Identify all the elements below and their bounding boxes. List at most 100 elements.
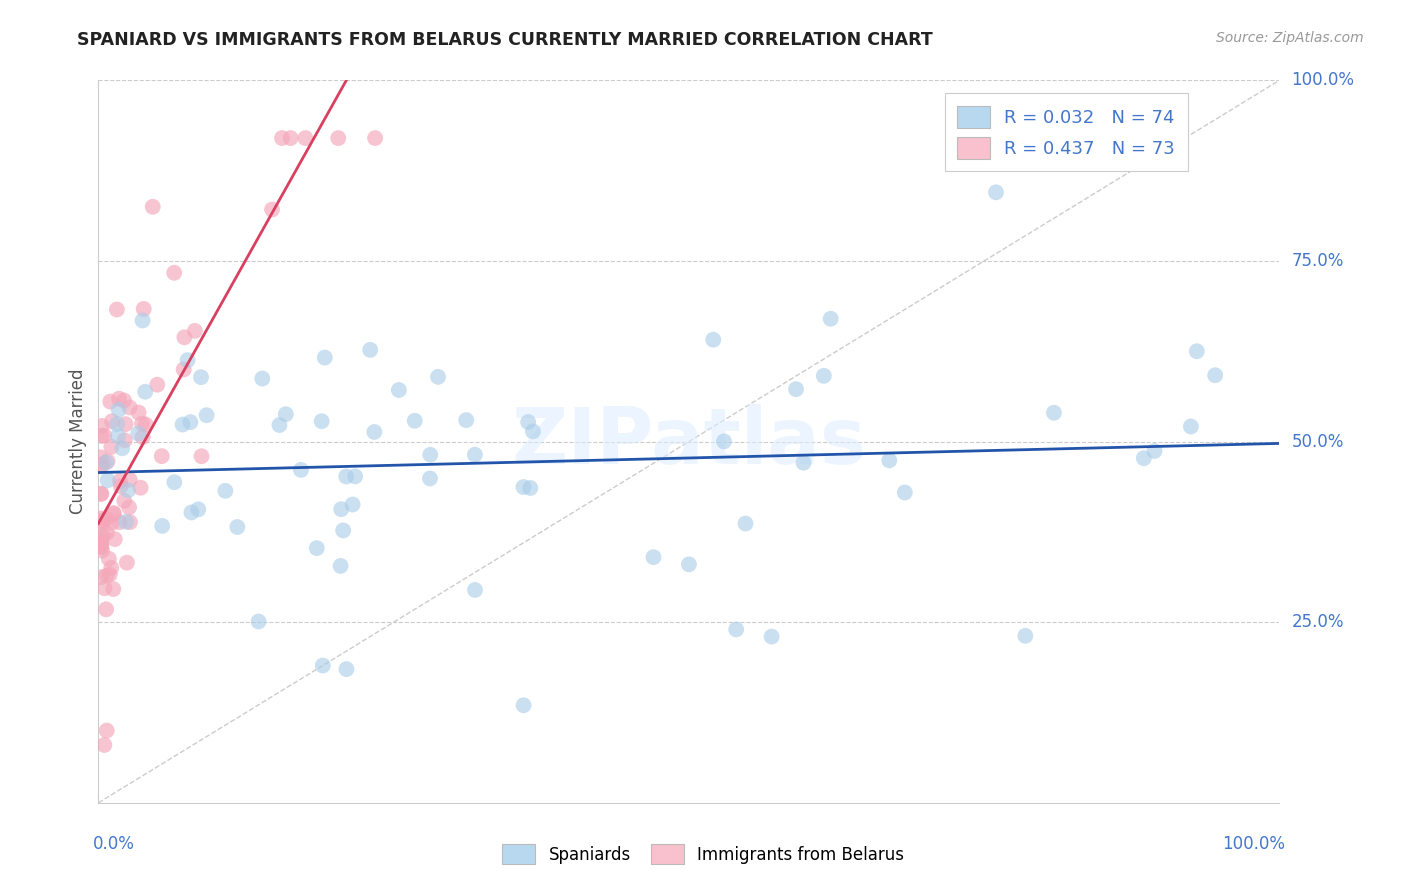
Point [1143,444,1166,458]
Point [332,524,354,538]
Point [702,333,724,347]
Point [91,543,114,558]
Point [456,413,478,427]
Point [150,449,173,463]
Point [314,351,336,365]
Point [146,377,169,392]
Point [96,568,118,582]
Point [312,658,335,673]
Point [464,582,486,597]
Text: 75.0%: 75.0% [1291,252,1344,270]
Point [877,453,900,467]
Text: 100.0%: 100.0% [1291,71,1354,89]
Point [98,394,121,409]
Point [118,500,141,515]
Point [305,541,328,555]
Point [187,502,209,516]
Point [90,535,112,549]
Point [90,536,112,550]
Point [290,463,312,477]
Point [103,506,125,520]
Point [114,417,136,431]
Text: 100.0%: 100.0% [1222,835,1285,854]
Text: 25.0%: 25.0% [1291,613,1344,632]
Point [105,417,128,431]
Point [214,483,236,498]
Point [190,370,212,384]
Point [363,425,385,439]
Text: Source: ZipAtlas.com: Source: ZipAtlas.com [1216,31,1364,45]
Point [793,456,815,470]
Point [107,429,129,443]
Point [274,407,297,421]
Text: 50.0%: 50.0% [1291,433,1344,450]
Point [115,515,138,529]
Point [512,480,534,494]
Point [127,426,149,441]
Point [294,131,316,145]
Point [1043,406,1066,420]
Point [118,401,141,415]
Point [330,502,353,516]
Point [1133,451,1156,466]
Point [90,511,112,525]
Point [93,428,115,442]
Text: 0.0%: 0.0% [93,835,135,854]
Point [103,582,125,596]
Point [100,440,122,454]
Point [364,131,387,145]
Point [91,458,114,472]
Point [107,402,129,417]
Point [118,515,141,529]
Point [311,414,333,428]
Point [94,602,117,616]
Point [150,519,173,533]
Point [280,131,302,145]
Point [90,429,112,443]
Point [813,368,835,383]
Point [96,525,118,540]
Point [108,515,131,529]
Point [100,516,122,530]
Point [108,392,131,406]
Point [427,369,450,384]
Point [131,313,153,327]
Point [785,382,807,396]
Point [180,506,202,520]
Point [984,186,1007,200]
Point [90,570,112,584]
Point [90,539,112,553]
Point [1204,368,1226,383]
Point [103,507,125,521]
Point [90,450,112,465]
Point [111,442,134,456]
Point [464,448,486,462]
Point [226,520,249,534]
Point [90,486,112,500]
Point [342,498,364,512]
Legend: R = 0.032   N = 74, R = 0.437   N = 73: R = 0.032 N = 74, R = 0.437 N = 73 [945,93,1188,171]
Point [1014,629,1036,643]
Point [190,450,212,464]
Point [93,515,115,529]
Point [725,623,748,637]
Point [419,471,441,485]
Point [163,475,186,490]
Point [96,723,118,738]
Point [173,362,195,376]
Point [108,474,131,488]
Point [335,469,357,483]
Point [110,479,132,493]
Point [734,516,756,531]
Point [512,698,534,713]
Point [328,131,350,145]
Point [517,415,540,429]
Point [142,200,165,214]
Point [252,371,274,385]
Point [114,434,136,448]
Text: ZIPatlas: ZIPatlas [512,403,866,480]
Point [96,455,118,469]
Point [329,558,352,573]
Point [419,448,441,462]
Point [117,483,139,498]
